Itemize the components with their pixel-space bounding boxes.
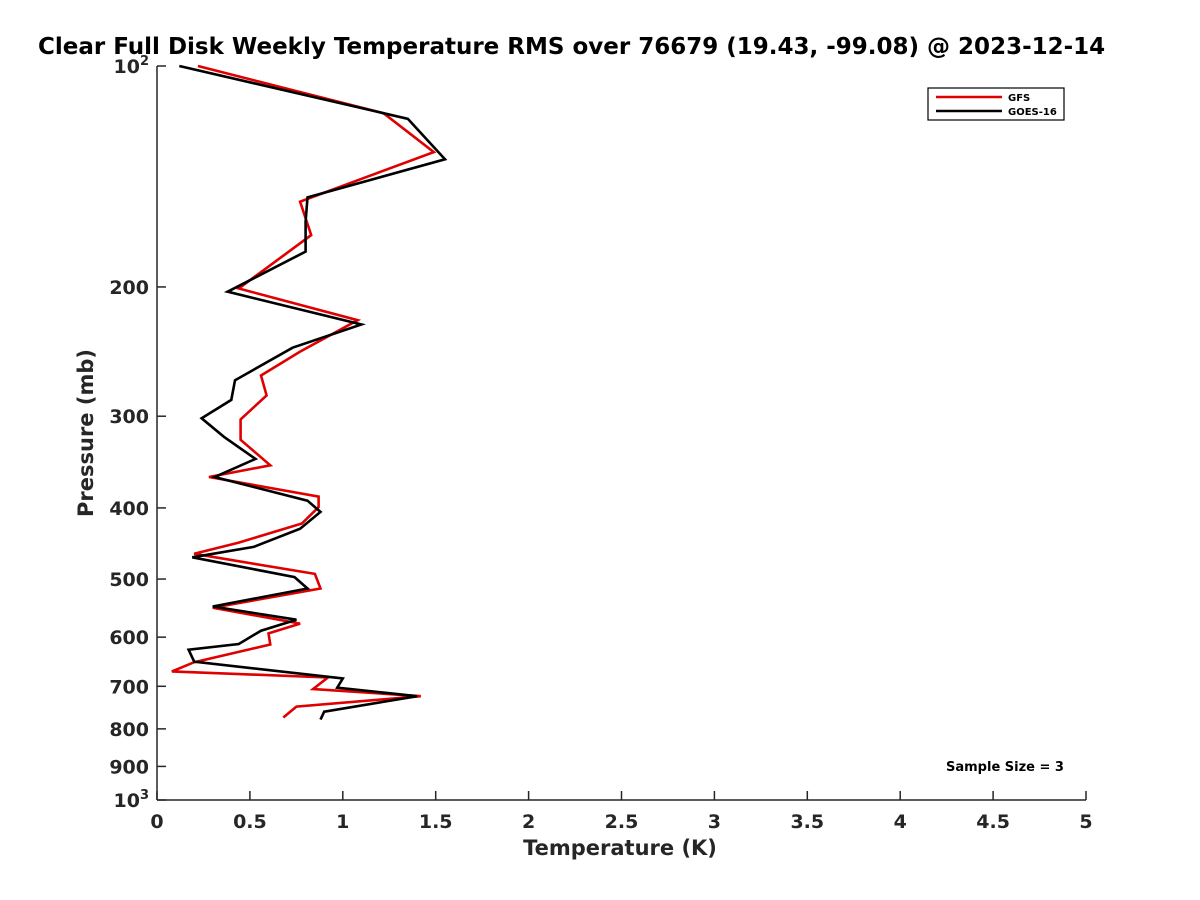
plot-area — [157, 66, 1086, 800]
y-tick-label: 900 — [109, 756, 149, 778]
legend-box — [927, 87, 1065, 121]
x-tick-label: 1.5 — [419, 811, 453, 833]
x-ticks: 0 0.5 1 1.5 2 2.5 3 3.5 4 4.5 5 — [150, 791, 1093, 833]
x-tick-label: 0 — [150, 811, 163, 833]
x-tick-label: 4.5 — [976, 811, 1010, 833]
y-tick-label: 500 — [109, 569, 149, 591]
y-tick-label-base: 10 — [114, 790, 140, 812]
x-tick-label: 3.5 — [790, 811, 824, 833]
y-tick-label-exponent: 3 — [140, 788, 149, 803]
legend: GFS GOES-16 — [927, 87, 1065, 121]
y-tick-label: 102 — [114, 54, 150, 78]
x-tick-label: 3 — [708, 811, 721, 833]
series-lines — [171, 64, 448, 721]
y-tick-label: 200 — [109, 277, 149, 299]
y-tick-label-exponent: 2 — [140, 54, 149, 69]
legend-label-gfs: GFS — [1008, 93, 1030, 104]
y-tick-label-base: 10 — [114, 56, 140, 78]
y-tick-label: 400 — [109, 498, 149, 520]
y-tick-label: 700 — [109, 676, 149, 698]
x-axis-label: Temperature (K) — [523, 836, 717, 860]
x-tick-label: 4 — [894, 811, 907, 833]
x-tick-label: 1 — [336, 811, 349, 833]
chart-title: Clear Full Disk Weekly Temperature RMS o… — [38, 34, 1105, 60]
x-tick-label: 2.5 — [605, 811, 639, 833]
series-line-gfs — [171, 64, 437, 719]
x-tick-label: 5 — [1079, 811, 1092, 833]
x-tick-label: 2 — [522, 811, 535, 833]
y-tick-label: 103 — [114, 788, 150, 812]
y-tick-label: 300 — [109, 406, 149, 428]
y-tick-label: 600 — [109, 627, 149, 649]
y-axis-label: Pressure (mb) — [74, 349, 98, 517]
legend-label-goes-16: GOES-16 — [1008, 107, 1057, 118]
sample-size-annotation: Sample Size = 3 — [946, 760, 1064, 775]
series-line-goes-16 — [179, 64, 448, 721]
x-tick-label: 0.5 — [233, 811, 267, 833]
y-tick-label: 800 — [109, 719, 149, 741]
